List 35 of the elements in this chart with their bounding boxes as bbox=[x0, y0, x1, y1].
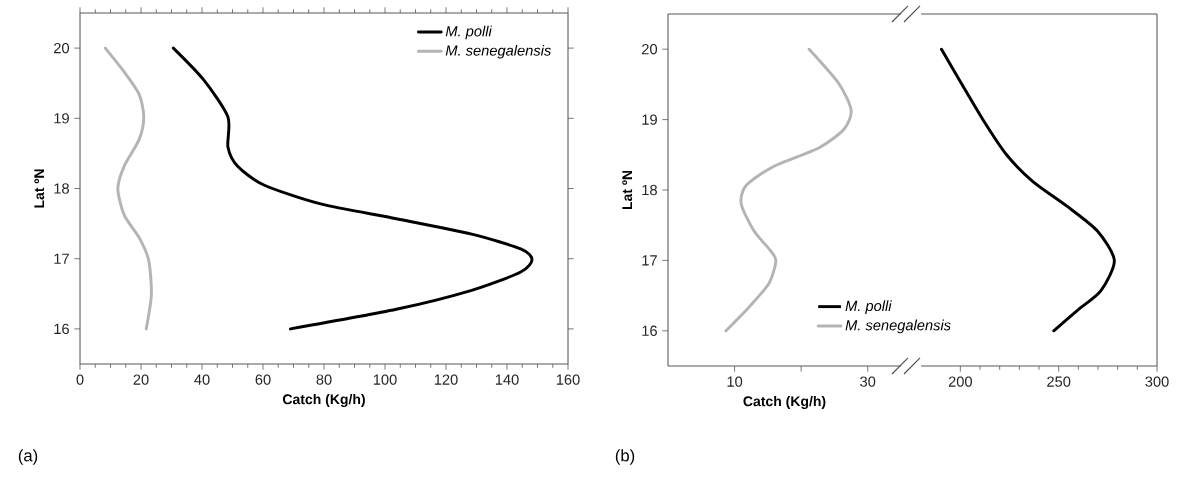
legend-label: M. senegalensis bbox=[845, 319, 951, 334]
x-tick-label: 30 bbox=[860, 376, 876, 387]
legend-label: M. polli bbox=[445, 25, 493, 40]
x-axis-title: Catch (Kg/h) bbox=[282, 393, 365, 408]
x-tick-label: 20 bbox=[133, 374, 149, 385]
y-tick-label: 20 bbox=[642, 44, 658, 55]
x-tick-label: 140 bbox=[495, 374, 519, 385]
text: (a) bbox=[18, 449, 38, 465]
x-tick-label: 200 bbox=[948, 376, 972, 387]
y-tick-label: 19 bbox=[54, 113, 69, 124]
y-axis-title: Lat ºN bbox=[622, 170, 633, 210]
x-tick-label: 60 bbox=[255, 374, 271, 385]
y-tick-label: 19 bbox=[642, 114, 657, 125]
x-tick-label: 250 bbox=[1047, 376, 1071, 387]
y-tick-label: 17 bbox=[642, 255, 657, 266]
x-axis-title: Catch (Kg/h) bbox=[743, 395, 826, 410]
y-tick-label: 18 bbox=[54, 183, 69, 194]
x-tick-label: 0 bbox=[76, 374, 84, 385]
y-axis-title: Lat ºN bbox=[34, 169, 45, 208]
text: (b) bbox=[615, 449, 635, 465]
y-tick-label: 16 bbox=[54, 323, 69, 335]
x-tick-label: 120 bbox=[434, 374, 458, 385]
x-tick-label: 80 bbox=[316, 374, 332, 385]
x-tick-label: 300 bbox=[1145, 376, 1169, 387]
line-series bbox=[103, 46, 153, 331]
y-tick-label: 18 bbox=[642, 184, 657, 196]
y-tick-label: 20 bbox=[54, 42, 70, 54]
text: M. polli bbox=[845, 300, 892, 314]
x-tick-label: 40 bbox=[194, 374, 210, 385]
x-tick-label: 160 bbox=[556, 374, 580, 385]
x-tick-label: 100 bbox=[373, 374, 397, 385]
y-tick-label: 17 bbox=[54, 253, 69, 264]
y-tick-label: 16 bbox=[642, 325, 657, 336]
x-tick-label: 10 bbox=[727, 376, 743, 387]
legend-label: M. senegalensis bbox=[445, 44, 551, 59]
